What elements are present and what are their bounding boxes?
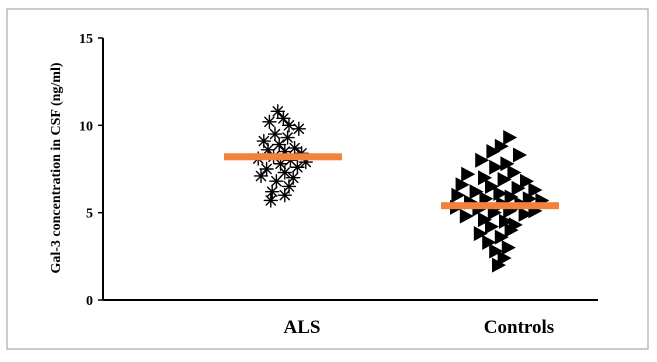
y-tick-label: 5	[86, 207, 93, 222]
triangle-point	[507, 164, 522, 180]
x-tick-label-als: ALS	[284, 317, 321, 338]
y-tick-label: 10	[79, 119, 93, 134]
triangle-point	[518, 206, 533, 222]
triangle-point	[492, 257, 506, 273]
asterisk-point	[290, 160, 305, 175]
asterisk-point	[280, 130, 295, 145]
median-line-controls	[441, 202, 559, 210]
triangle-point	[451, 187, 466, 203]
asterisk-point	[263, 193, 278, 208]
asterisk-point	[265, 184, 280, 199]
triangle-point	[455, 177, 470, 193]
y-tick-label: 0	[86, 294, 93, 309]
triangle-point	[497, 250, 512, 266]
asterisk-point	[272, 137, 287, 152]
triangle-point	[504, 222, 519, 238]
triangle-point	[494, 229, 509, 245]
asterisk-point	[270, 104, 285, 119]
figure-border	[6, 8, 649, 350]
median-lines	[224, 153, 559, 210]
triangle-point	[511, 180, 526, 196]
triangle-point	[504, 189, 519, 205]
triangle-point	[528, 182, 543, 198]
asterisk-point	[286, 170, 301, 185]
triangle-point	[485, 178, 499, 194]
triangle-point	[513, 147, 527, 163]
triangle-point	[473, 226, 488, 242]
asterisk-point	[273, 156, 288, 171]
asterisk-point	[259, 161, 274, 177]
data-points	[250, 104, 550, 273]
asterisk-point	[269, 174, 284, 189]
triangle-point	[459, 208, 474, 224]
triangle-point	[489, 159, 504, 175]
triangle-point	[475, 152, 490, 168]
triangle-point	[469, 184, 484, 200]
asterisk-point	[291, 121, 306, 137]
y-tick-label: 15	[79, 32, 93, 47]
triangle-point	[499, 213, 513, 229]
triangle-point	[520, 173, 534, 189]
triangle-point	[500, 156, 515, 172]
median-line-als	[224, 153, 342, 161]
triangle-point	[482, 234, 497, 250]
asterisk-point	[277, 165, 292, 180]
x-tick-labels: ALS Controls	[284, 317, 555, 338]
x-tick-label-controls: Controls	[484, 317, 554, 338]
asterisk-point	[253, 168, 269, 184]
y-axis-label: Gal-3 concentration in CSF (ng/ml)	[49, 62, 64, 273]
triangle-point	[489, 243, 504, 259]
triangle-point	[494, 138, 509, 154]
asterisk-point	[281, 118, 297, 133]
triangle-point	[503, 130, 518, 146]
triangle-point	[486, 144, 501, 160]
triangle-point	[501, 240, 516, 256]
triangle-point	[478, 170, 492, 186]
asterisk-point	[267, 126, 283, 142]
triangle-point	[461, 166, 476, 182]
asterisk-point	[277, 187, 292, 203]
asterisk-point	[262, 114, 277, 130]
axes: 0 5 10 15	[79, 32, 598, 309]
triangle-point	[485, 219, 499, 235]
asterisk-point	[276, 111, 291, 126]
triangle-point	[497, 171, 512, 187]
